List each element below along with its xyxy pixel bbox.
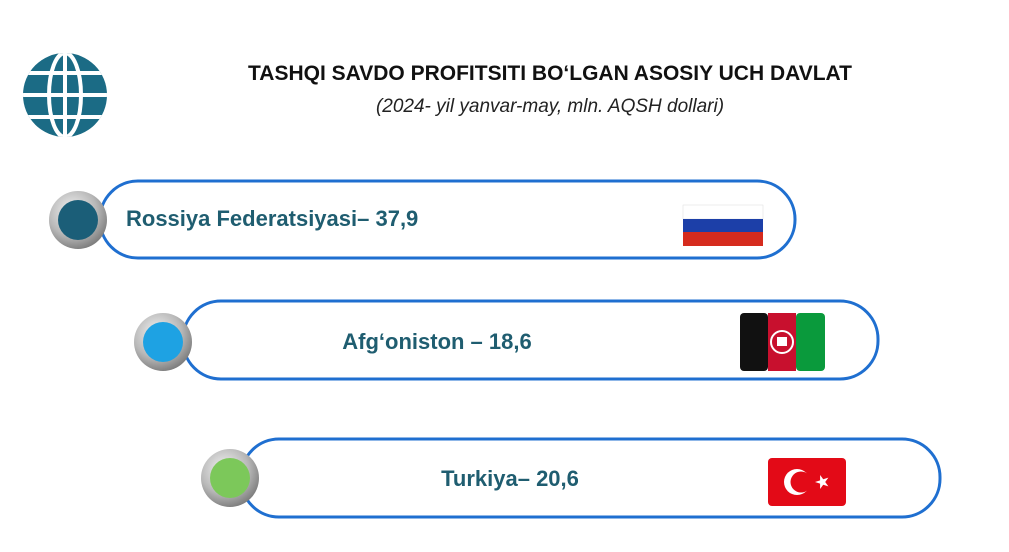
title: TASHQI SAVDO PROFITSITI BO‘LGAN ASOSIY U… — [248, 62, 852, 85]
flag-russia — [682, 204, 764, 246]
item-label: Rossiya Federatsiyasi– 37,9 — [126, 206, 418, 231]
item-label: Turkiya– 20,6 — [441, 466, 579, 491]
globe-icon — [23, 53, 107, 137]
subtitle: (2024- yil yanvar-may, mln. AQSH dollari… — [376, 96, 724, 117]
item-label: Afg‘oniston – 18,6 — [342, 329, 531, 354]
flag-afghanistan — [740, 313, 825, 371]
flag-turkey — [768, 458, 846, 506]
bullet — [58, 200, 98, 240]
bullet — [143, 322, 183, 362]
bullet — [210, 458, 250, 498]
